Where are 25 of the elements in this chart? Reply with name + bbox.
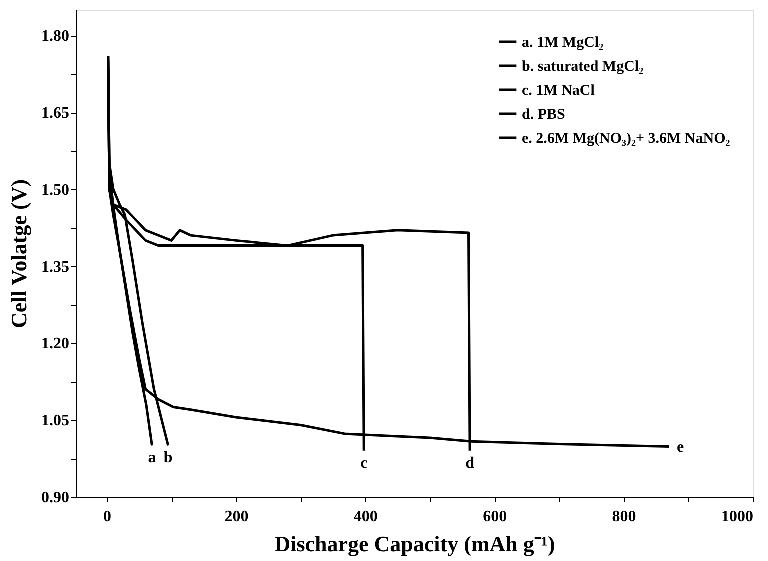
y-tick-label: 0.90 [42,490,70,506]
legend-label: b. saturated MgCl₂ [522,59,644,75]
y-tick-label: 1.50 [42,182,70,199]
x-tick-label: 0 [104,508,112,526]
annotation: e [677,438,684,456]
legend-label: d. PBS [522,107,566,123]
x-axis-title: Discharge Capacity (mAh g⁻¹) [274,532,556,556]
x-tick-label: 400 [354,508,378,526]
annotation: c [360,454,368,472]
y-tick-label: 1.20 [42,336,70,353]
x-tick-label: 200 [224,508,249,526]
legend-label: c. 1M NaCl [522,83,595,99]
annotation: a [148,450,156,467]
legend-label: a. 1M MgCl₂ [522,35,604,51]
legend-label: e. 2.6M Mg(NO₃)₂+ 3.6M NaNO₂ [522,131,731,147]
y-axis-title: Cell Volatge (V) [6,179,32,329]
x-tick-label: 600 [483,508,508,526]
annotation: d [466,454,475,472]
x-tick-label: 1000 [722,508,754,526]
y-tick-label: 1.65 [42,105,70,122]
y-tick-label: 1.05 [42,412,70,430]
y-tick-label: 1.80 [42,28,70,46]
annotation: b [164,450,173,467]
x-tick-label: 800 [612,508,636,526]
y-tick-label: 1.35 [42,258,70,276]
